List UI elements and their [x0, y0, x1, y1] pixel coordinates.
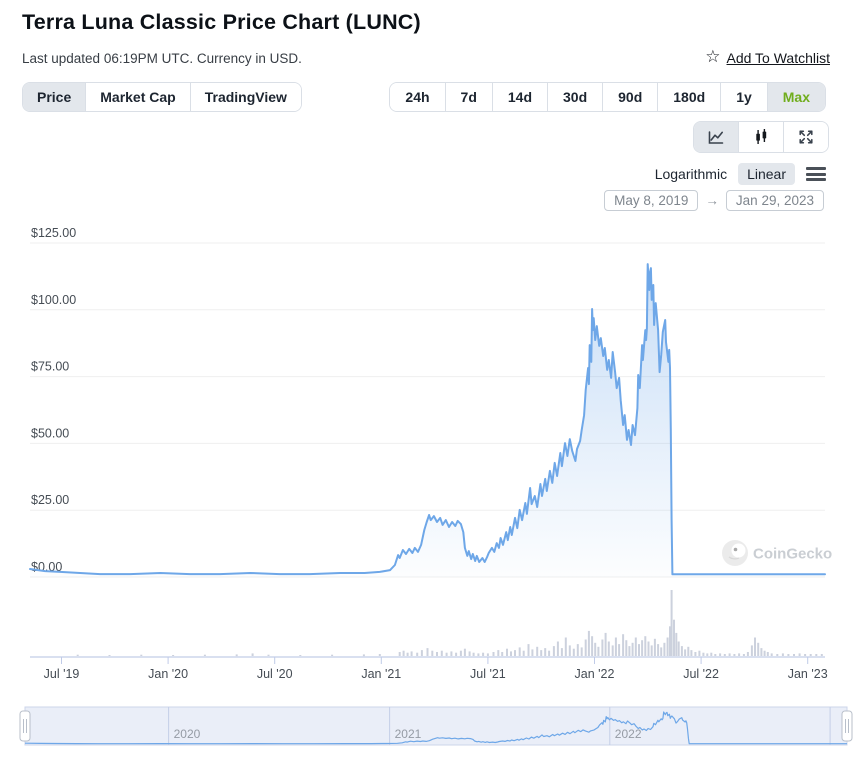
svg-text:$50.00: $50.00 — [31, 426, 69, 440]
svg-text:Jan '20: Jan '20 — [148, 667, 188, 681]
price-series[interactable] — [29, 263, 826, 577]
svg-text:$125.00: $125.00 — [31, 228, 76, 240]
add-to-watchlist-label: Add To Watchlist — [726, 49, 831, 66]
tab-market-cap[interactable]: Market Cap — [86, 83, 191, 111]
coingecko-watermark: CoinGecko — [722, 540, 832, 566]
time-range-selector: 24h 7d 14d 30d 90d 180d 1y Max — [389, 82, 826, 112]
svg-text:Jul '19: Jul '19 — [44, 667, 80, 681]
tab-price[interactable]: Price — [23, 83, 87, 111]
star-icon: ☆ — [705, 47, 721, 66]
scale-toggle: Logarithmic Linear — [655, 163, 826, 185]
svg-text:$75.00: $75.00 — [31, 360, 69, 374]
svg-text:Jan '23: Jan '23 — [788, 667, 828, 681]
svg-text:$100.00: $100.00 — [31, 293, 76, 307]
arrow-right-icon: → — [705, 193, 719, 208]
x-axis: Jul '19 Jan '20 Jul '20 Jan '21 Jul '21 Jan '… — [30, 656, 828, 681]
svg-text:$25.00: $25.00 — [31, 493, 69, 507]
fullscreen-button[interactable] — [784, 122, 828, 152]
range-90d[interactable]: 90d — [603, 83, 659, 111]
linear-option[interactable]: Linear — [738, 163, 795, 185]
range-180d[interactable]: 180d — [658, 83, 722, 111]
svg-text:Jul '20: Jul '20 — [257, 667, 293, 681]
svg-text:Jul '22: Jul '22 — [683, 667, 719, 681]
range-1y[interactable]: 1y — [721, 83, 768, 111]
price-chart[interactable]: $0.00 $25.00 $50.00 $75.00 $100.00 $125.00 Jul… — [0, 226, 853, 774]
svg-text:2020: 2020 — [174, 727, 201, 741]
logarithmic-option[interactable]: Logarithmic — [654, 166, 728, 182]
y-axis: $0.00$25.00$50.00$75.00$100.00$125.00 — [30, 226, 825, 578]
tab-tradingview[interactable]: TradingView — [190, 83, 301, 111]
svg-text:Jul '21: Jul '21 — [470, 667, 506, 681]
navigator-left-handle[interactable] — [19, 710, 31, 742]
last-updated-text: Last updated 06:19PM UTC. Currency in US… — [22, 51, 302, 66]
date-range-picker: May 8, 2019 → Jan 29, 2023 — [604, 190, 824, 211]
fullscreen-icon — [799, 130, 813, 144]
svg-text:Jan '21: Jan '21 — [361, 667, 401, 681]
svg-text:2021: 2021 — [395, 727, 422, 741]
svg-text:Jan '22: Jan '22 — [575, 667, 615, 681]
chart-type-selector — [693, 121, 829, 153]
svg-text:CoinGecko: CoinGecko — [753, 546, 832, 563]
candlestick-icon — [756, 129, 767, 144]
range-30d[interactable]: 30d — [548, 83, 604, 111]
start-date-input[interactable]: May 8, 2019 — [604, 190, 699, 211]
page-title: Terra Luna Classic Price Chart (LUNC) — [22, 10, 421, 34]
volume-bars — [76, 590, 823, 657]
line-chart-button[interactable] — [694, 122, 739, 152]
end-date-input[interactable]: Jan 29, 2023 — [725, 190, 824, 211]
range-max[interactable]: Max — [767, 83, 825, 111]
line-chart-icon — [708, 131, 724, 144]
range-24h[interactable]: 24h — [390, 83, 446, 111]
hamburger-menu-icon[interactable] — [806, 167, 826, 181]
svg-text:2022: 2022 — [615, 727, 642, 741]
chart-mode-tabs: Price Market Cap TradingView — [22, 82, 302, 112]
range-14d[interactable]: 14d — [492, 83, 549, 111]
coingecko-logo-icon — [722, 540, 748, 566]
add-to-watchlist-button[interactable]: ☆ Add To Watchlist — [705, 47, 831, 66]
navigator-mini-line — [24, 711, 847, 745]
chart-navigator[interactable]: 2020 2021 2022 — [19, 706, 853, 746]
candlestick-chart-button[interactable] — [739, 122, 784, 152]
range-7d[interactable]: 7d — [445, 83, 493, 111]
navigator-right-handle[interactable] — [841, 710, 853, 742]
